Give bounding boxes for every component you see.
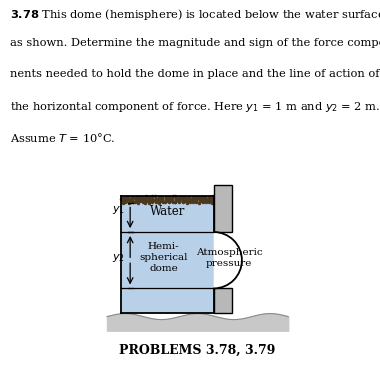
Bar [121, 196, 214, 203]
Text: PROBLEMS 3.78, 3.79: PROBLEMS 3.78, 3.79 [119, 344, 276, 357]
Wedge shape [185, 232, 214, 288]
Text: Assume $T$ = 10°C.: Assume $T$ = 10°C. [10, 131, 115, 144]
Text: $\mathbf{3.78}$ This dome (hemisphere) is located below the water surface: $\mathbf{3.78}$ This dome (hemisphere) i… [10, 7, 380, 22]
Bar [214, 288, 232, 313]
Text: $y_2$: $y_2$ [112, 252, 125, 264]
Text: Atmospheric
pressure: Atmospheric pressure [196, 248, 263, 268]
Bar [121, 196, 214, 313]
Text: Hemi-
spherical
dome: Hemi- spherical dome [139, 242, 188, 273]
Text: as shown. Determine the magnitude and sign of the force compo-: as shown. Determine the magnitude and si… [10, 38, 380, 48]
Wedge shape [214, 232, 242, 288]
Text: Water: Water [150, 205, 185, 219]
Bar [214, 185, 232, 232]
Text: $y_1$: $y_1$ [112, 205, 125, 216]
Text: nents needed to hold the dome in place and the line of action of: nents needed to hold the dome in place a… [10, 69, 379, 79]
Text: the horizontal component of force. Here $y_1$ = 1 m and $y_2$ = 2 m.: the horizontal component of force. Here … [10, 100, 380, 114]
